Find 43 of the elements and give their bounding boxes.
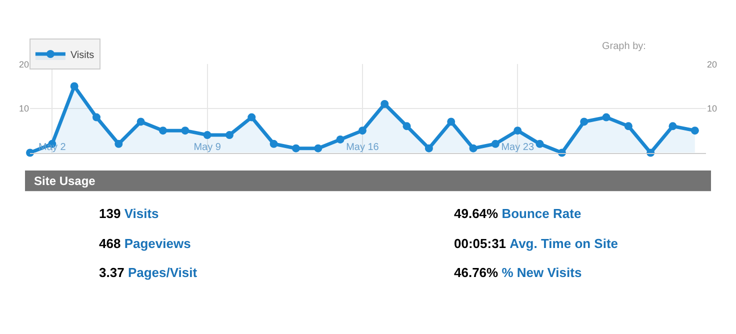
point [447, 118, 456, 126]
point [26, 148, 34, 157]
point [114, 140, 123, 148]
point [380, 100, 389, 108]
point [314, 144, 322, 152]
text: Site Usage [34, 174, 96, 188]
text: 46.76% % New Visits [454, 265, 582, 280]
point [424, 144, 433, 152]
text: 49.64% Bounce Rate [454, 206, 582, 221]
text: 139 Visits [99, 206, 159, 221]
point [292, 144, 300, 152]
text: 468 Pageviews [99, 236, 191, 251]
point [602, 113, 610, 122]
point [514, 126, 522, 135]
point [624, 122, 632, 130]
point [181, 126, 190, 135]
point [358, 126, 366, 135]
text: 00:05:31 Avg. Time on Site [454, 236, 618, 251]
point [225, 131, 234, 140]
point [491, 140, 500, 148]
x-tick-label: May 16 [346, 142, 380, 153]
point [668, 122, 677, 130]
x-tick-label: May 2 [38, 142, 66, 153]
y2-tick-label: 10 [707, 104, 718, 114]
point [158, 126, 167, 135]
text: Graph by: [602, 41, 646, 52]
point [469, 144, 478, 152]
point [203, 131, 212, 140]
y2-tick-label: 20 [707, 59, 718, 70]
point [336, 135, 344, 144]
point [136, 118, 145, 126]
point [70, 82, 78, 90]
point [270, 140, 278, 148]
point [690, 126, 699, 135]
legend-label: Visits [70, 50, 94, 61]
x-tick-label: May 23 [501, 142, 534, 153]
text: 3.37 Pages/Visit [99, 265, 198, 280]
point [402, 122, 411, 130]
point [92, 113, 100, 122]
point [536, 140, 544, 148]
x-tick-label: May 9 [194, 142, 222, 153]
point [248, 113, 256, 122]
point [580, 118, 588, 126]
